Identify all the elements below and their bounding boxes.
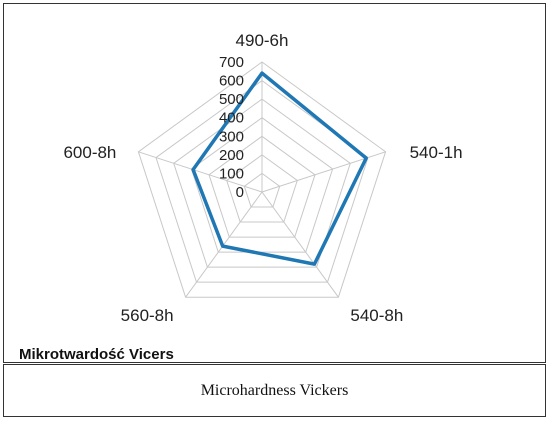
grid-ring [208,135,316,238]
caption-box: Microhardness Vickers [3,364,546,417]
tick-label: 700 [219,54,244,71]
tick-label: 100 [219,165,244,182]
grid-ring [137,61,387,298]
category-label: 540-1h [410,143,463,162]
grid [137,61,387,298]
grid-spoke [261,191,339,298]
series-line [191,71,368,266]
grid-ring [243,172,281,208]
tick-label: 300 [219,128,244,145]
chart-title: Mikrotwardość Vicers [19,346,174,363]
tick-label: 600 [219,73,244,90]
axis-labels: 490-6h 540-1h 540-8h 560-8h 600-8h [63,31,462,325]
series-layer [191,71,368,266]
tick-label: 400 [219,110,244,127]
category-label: 540-8h [350,306,403,325]
grid-spoke [138,151,263,193]
category-label: 560-8h [121,306,174,325]
chart-frame: 0 100 200 300 400 500 600 700 490-6h 540-1h 540-8… [3,3,546,363]
tick-label: 200 [219,147,244,164]
grid-ring [226,154,298,223]
tick-label: 0 [236,184,244,201]
category-label: 490-6h [236,31,289,50]
tick-label: 500 [219,91,244,108]
category-label: 600-8h [63,143,116,162]
caption-text: Microhardness Vickers [200,381,349,399]
grid-ring [173,98,351,268]
